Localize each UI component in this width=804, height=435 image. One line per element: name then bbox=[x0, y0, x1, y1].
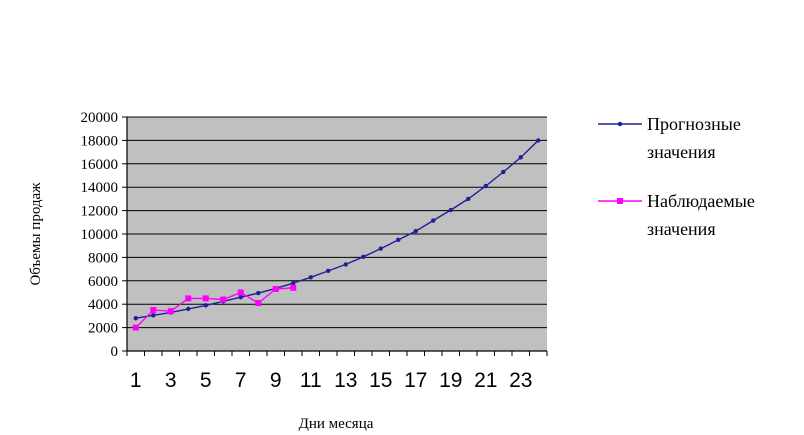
data-point bbox=[167, 308, 174, 315]
y-tick-label: 4000 bbox=[88, 297, 118, 313]
data-point bbox=[272, 285, 279, 292]
x-tick-label: 15 bbox=[369, 369, 392, 392]
y-tick-label: 12000 bbox=[81, 204, 119, 220]
data-point bbox=[466, 196, 471, 202]
legend-label: Наблюдаемые bbox=[647, 191, 755, 211]
y-tick-label: 18000 bbox=[81, 133, 119, 149]
y-tick-label: 10000 bbox=[81, 227, 119, 243]
y-tick-label: 8000 bbox=[88, 250, 118, 266]
data-point bbox=[203, 303, 208, 308]
y-tick-label: 14000 bbox=[81, 180, 119, 196]
data-point bbox=[290, 284, 297, 291]
x-tick-label: 9 bbox=[270, 369, 282, 392]
data-point bbox=[220, 296, 227, 303]
legend-marker bbox=[617, 198, 623, 204]
data-point bbox=[308, 275, 313, 280]
grid-lines bbox=[127, 116, 547, 329]
axes bbox=[122, 116, 548, 356]
data-point bbox=[448, 207, 453, 213]
legend-label: значения bbox=[647, 219, 716, 239]
data-point bbox=[361, 254, 366, 260]
x-tick-label: 1 bbox=[130, 369, 142, 392]
series-line-0 bbox=[135, 139, 539, 319]
x-tick-label: 21 bbox=[474, 369, 497, 392]
series-line-1 bbox=[135, 287, 294, 329]
x-tick-label: 7 bbox=[235, 369, 247, 392]
x-tick-labels: 1 3 5 7 9 11 13 15 17 19 21 23 bbox=[130, 369, 533, 392]
x-tick-label: 17 bbox=[404, 369, 427, 392]
data-point bbox=[343, 262, 348, 267]
legend-marker bbox=[617, 121, 623, 127]
y-axis-title: Объемы продаж bbox=[28, 182, 44, 286]
data-point bbox=[536, 138, 541, 143]
data-point bbox=[518, 155, 523, 160]
x-tick-label: 11 bbox=[300, 369, 322, 392]
data-point bbox=[151, 313, 156, 318]
data-point bbox=[132, 324, 139, 331]
x-tick-label: 19 bbox=[439, 369, 462, 392]
data-point bbox=[150, 307, 157, 314]
data-point bbox=[133, 316, 138, 321]
series-lines bbox=[132, 138, 541, 331]
data-point bbox=[256, 290, 261, 296]
data-point bbox=[483, 183, 488, 189]
data-point bbox=[326, 268, 331, 274]
data-point bbox=[378, 246, 383, 251]
x-tick-label: 23 bbox=[509, 369, 532, 392]
x-axis-title: Дни месяца bbox=[299, 416, 374, 432]
x-tick-label: 5 bbox=[200, 369, 212, 392]
y-tick-labels: 0 2000 4000 6000 8000 10000 12000 14000 16000 180… bbox=[81, 110, 119, 360]
legend-label: значения bbox=[647, 142, 716, 162]
legend: Прогнозные значения Наблюдаемые значения bbox=[598, 114, 755, 239]
x-tick-label: 3 bbox=[165, 369, 177, 392]
y-tick-label: 16000 bbox=[81, 157, 119, 173]
data-point bbox=[501, 169, 506, 175]
y-tick-label: 20000 bbox=[81, 110, 119, 126]
legend-item: Прогнозные значения bbox=[598, 114, 741, 162]
data-point bbox=[185, 295, 192, 302]
data-point bbox=[186, 306, 191, 312]
y-tick-label: 6000 bbox=[88, 274, 118, 290]
legend-label: Прогнозные bbox=[647, 114, 741, 134]
y-tick-label: 2000 bbox=[88, 321, 118, 337]
data-point bbox=[238, 294, 243, 300]
legend-item: Наблюдаемые значения bbox=[598, 191, 755, 239]
data-point bbox=[237, 289, 244, 296]
data-point bbox=[291, 280, 296, 286]
data-point bbox=[202, 295, 209, 302]
data-point bbox=[413, 228, 418, 234]
x-tick-label: 13 bbox=[334, 369, 357, 392]
data-point bbox=[396, 237, 401, 243]
y-tick-label: 0 bbox=[111, 344, 119, 360]
data-point bbox=[255, 300, 262, 307]
data-point bbox=[431, 218, 436, 223]
